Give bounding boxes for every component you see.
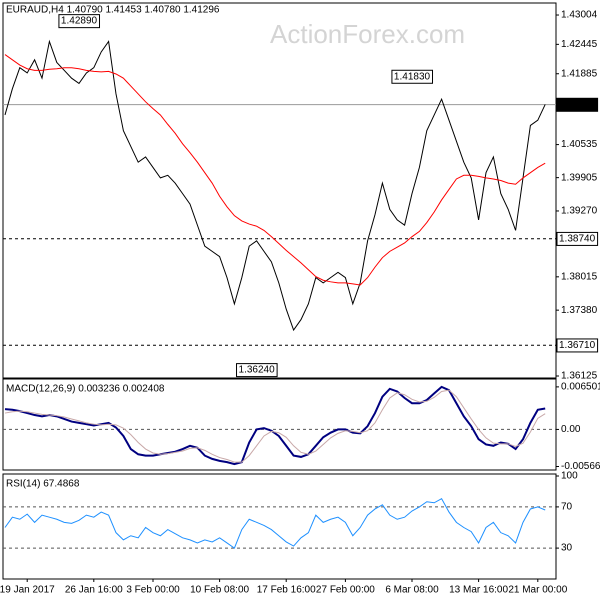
panel-title: MACD(12,26,9) 0.003236 0.002408 (6, 384, 165, 395)
y-tick-label: 100 (561, 471, 578, 482)
price-level-label: 1.41296 (559, 99, 596, 110)
y-tick-label: 1.37380 (561, 305, 598, 316)
series-line (4, 54, 546, 286)
label-box (236, 363, 278, 378)
panel-frame (2, 378, 557, 471)
y-tick-label: 1.40535 (561, 139, 598, 150)
panel-title: EURAUD,H4 1.40790 1.41453 1.40780 1.4129… (6, 5, 220, 16)
annotation: 1.42890 (61, 16, 98, 27)
x-tick-label: 19 Jan 2017 (0, 585, 55, 596)
x-tick-label: 6 Mar 08:00 (385, 585, 439, 596)
x-tick-label: 3 Feb 00:00 (126, 585, 180, 596)
x-tick-label: 10 Feb 08:00 (190, 585, 249, 596)
y-tick-label: 1.42445 (561, 39, 598, 50)
y-tick-label: 30 (561, 543, 573, 554)
y-tick-label: 0.006501 (561, 382, 600, 393)
watermark: ActionForex.com (270, 19, 465, 49)
series-line (4, 385, 546, 466)
y-tick-label: 70 (561, 502, 573, 513)
annotation: 1.41830 (394, 71, 431, 82)
y-tick-label: 1.39270 (561, 206, 598, 217)
series-line (4, 39, 546, 332)
panel-title: RSI(14) 67.4868 (6, 479, 80, 490)
series-line (4, 497, 546, 549)
label-box (556, 97, 599, 112)
x-tick-label: 26 Jan 16:00 (65, 585, 123, 596)
label-box (556, 231, 599, 246)
y-tick-label: 1.43004 (561, 10, 598, 21)
y-tick-label: 1.39905 (561, 172, 598, 183)
price-level-label: 1.38740 (559, 233, 596, 244)
series-line (4, 389, 546, 463)
x-tick-label: 13 Mar 16:00 (449, 585, 508, 596)
x-tick-label: 21 Mar 00:00 (508, 585, 567, 596)
panel-frame (2, 473, 557, 580)
label-box (391, 69, 434, 84)
y-tick-label: 1.41885 (561, 68, 598, 79)
y-tick-label: 0.00 (561, 424, 581, 435)
annotation: 1.36240 (239, 365, 276, 376)
label-box (556, 338, 599, 353)
x-tick-label: 27 Feb 00:00 (316, 585, 375, 596)
label-box (58, 14, 101, 29)
y-tick-label: 1.36125 (561, 371, 598, 382)
price-level-label: 1.36710 (559, 340, 596, 351)
y-tick-label: -0.005666 (561, 461, 600, 472)
y-tick-label: 1.38015 (561, 271, 598, 282)
x-tick-label: 17 Feb 16:00 (257, 585, 316, 596)
panel-frame (2, 2, 557, 379)
